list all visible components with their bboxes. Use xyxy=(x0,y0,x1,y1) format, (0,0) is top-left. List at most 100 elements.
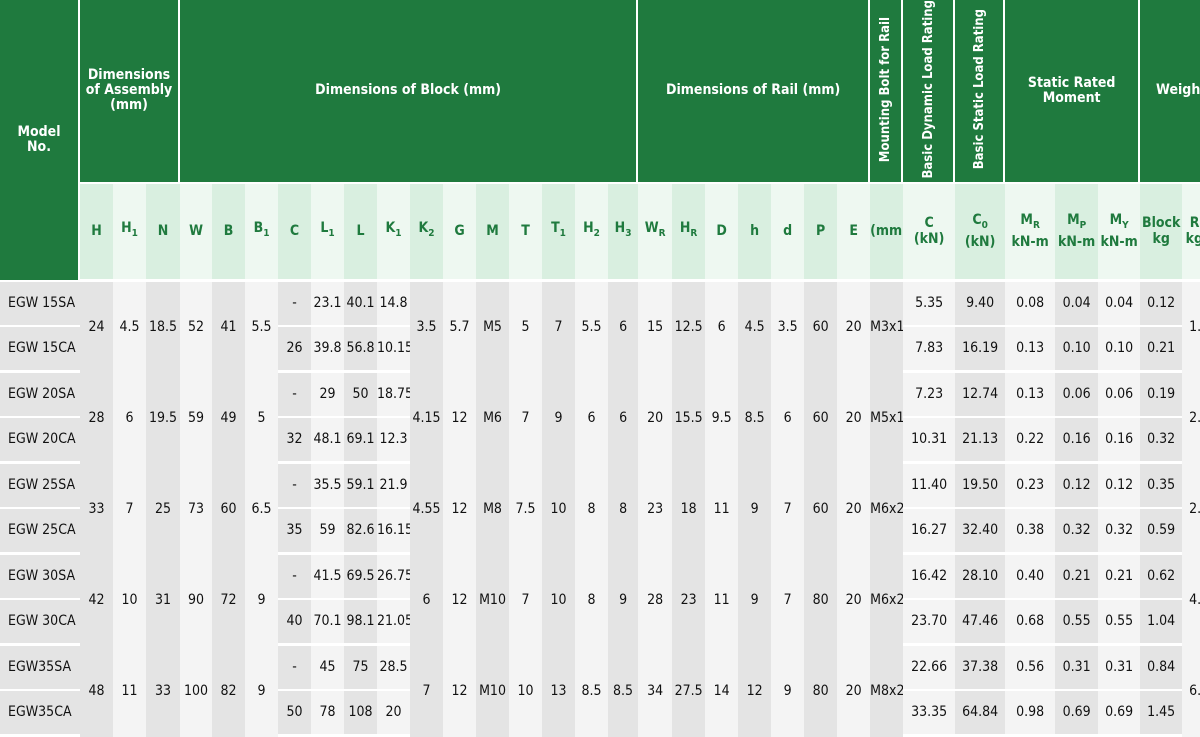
cell-c-kn: 22.66 xyxy=(903,645,956,691)
subheader-col-k1: K1 xyxy=(377,183,411,282)
cell-g: 12 xyxy=(443,372,477,464)
cell-c: - xyxy=(278,372,312,418)
cell-w: 100 xyxy=(180,645,213,737)
cell-l: 56.8 xyxy=(344,326,378,373)
subheader-col-h1: H1 xyxy=(113,183,146,282)
subheader-col-my: MY kN-m xyxy=(1098,183,1141,282)
cell-d-small: 6 xyxy=(771,372,805,464)
cell-c: 40 xyxy=(278,599,312,646)
cell-c: - xyxy=(278,645,312,691)
cell-m: M10 xyxy=(476,554,510,646)
cell-c-kn: 16.42 xyxy=(903,554,956,600)
cell-l1: 45 xyxy=(311,645,345,691)
subheader-col-t: T xyxy=(509,183,543,282)
cell-p: 60 xyxy=(804,463,838,555)
subheader-col-w: W xyxy=(180,183,213,282)
cell-b: 60 xyxy=(212,463,246,555)
cell-h3: 8 xyxy=(608,463,639,555)
cell-h3: 6 xyxy=(608,281,639,373)
cell-wr: 34 xyxy=(638,645,673,737)
cell-e: 20 xyxy=(837,372,871,464)
cell-h2: 8 xyxy=(575,554,609,646)
cell-mp: 0.04 xyxy=(1055,281,1099,327)
cell-k1: 16.15 xyxy=(377,508,411,555)
cell-t1: 10 xyxy=(542,463,576,555)
cell-h1: 4.5 xyxy=(113,281,146,373)
cell-h: 28 xyxy=(80,372,113,464)
cell-bolt: M3x16 xyxy=(870,281,904,373)
cell-bolt: M6x20 xyxy=(870,463,904,555)
cell-d-small: 7 xyxy=(771,554,805,646)
subheader-col-b: B xyxy=(212,183,246,282)
cell-l: 40.1 xyxy=(344,281,378,327)
cell-d-small: 7 xyxy=(771,463,805,555)
model-name: EGW 25CA xyxy=(0,508,80,555)
table-row: EGW 15CA 26 39.8 56.8 10.15 7.83 16.19 0.13 0.10… xyxy=(0,326,1200,373)
cell-mr: 0.40 xyxy=(1005,554,1056,600)
cell-k1: 12.3 xyxy=(377,417,411,464)
cell-c0-kn: 21.13 xyxy=(955,417,1006,464)
cell-h-small: 8.5 xyxy=(738,372,772,464)
subheader-col-wr: WR xyxy=(638,183,673,282)
header-dynamic-load: Basic Dynamic Load Rating xyxy=(903,0,956,184)
header-block: Dimensions of Block (mm) xyxy=(180,0,639,184)
model-name: EGW 20SA xyxy=(0,372,80,418)
model-name: EGW 15SA xyxy=(0,281,80,327)
cell-h1: 10 xyxy=(113,554,146,646)
cell-my: 0.69 xyxy=(1098,690,1141,737)
cell-t: 7 xyxy=(509,554,543,646)
subheader-col-d-small: d xyxy=(771,183,805,282)
cell-c-kn: 23.70 xyxy=(903,599,956,646)
subheader-col-n: N xyxy=(146,183,181,282)
subheader-col-bolt: (mm) xyxy=(870,183,904,282)
cell-c-kn: 33.35 xyxy=(903,690,956,737)
cell-m: M5 xyxy=(476,281,510,373)
cell-hr: 23 xyxy=(672,554,706,646)
cell-h: 24 xyxy=(80,281,113,373)
subheader-col-mr: MR kN-m xyxy=(1005,183,1056,282)
cell-h2: 5.5 xyxy=(575,281,609,373)
cell-k1: 21.05 xyxy=(377,599,411,646)
cell-l: 69.5 xyxy=(344,554,378,600)
subheader-col-m: M xyxy=(476,183,510,282)
subheader-col-l: L xyxy=(344,183,378,282)
cell-h-small: 9 xyxy=(738,463,772,555)
cell-my: 0.10 xyxy=(1098,326,1141,373)
cell-c: 50 xyxy=(278,690,312,737)
subheader-col-h-small: h xyxy=(738,183,772,282)
cell-k1: 20 xyxy=(377,690,411,737)
cell-c-kn: 16.27 xyxy=(903,508,956,555)
cell-c0-kn: 9.40 xyxy=(955,281,1006,327)
cell-k1: 28.5 xyxy=(377,645,411,691)
cell-h3: 6 xyxy=(608,372,639,464)
cell-block-kg: 0.21 xyxy=(1140,326,1183,373)
cell-b1: 9 xyxy=(245,645,279,737)
cell-h2: 6 xyxy=(575,372,609,464)
cell-k2: 4.55 xyxy=(410,463,444,555)
table-row: EGW 30SA 42 10 31 90 72 9-41.5 69.5 26.75 6 12 M10 7… xyxy=(0,554,1200,646)
cell-my: 0.16 xyxy=(1098,417,1141,464)
cell-mp: 0.06 xyxy=(1055,372,1099,418)
cell-mr: 0.08 xyxy=(1005,281,1056,327)
cell-k2: 6 xyxy=(410,554,444,646)
cell-rail-kgm: 2.08 xyxy=(1182,372,1200,464)
model-name: EGW 20CA xyxy=(0,417,80,464)
cell-hr: 18 xyxy=(672,463,706,555)
cell-c: 32 xyxy=(278,417,312,464)
cell-l: 98.1 xyxy=(344,599,378,646)
cell-d: 11 xyxy=(705,554,739,646)
subheader-col-mp: MP kN-m xyxy=(1055,183,1099,282)
cell-l: 50 xyxy=(344,372,378,418)
cell-c-kn: 7.23 xyxy=(903,372,956,418)
cell-mr: 0.13 xyxy=(1005,372,1056,418)
cell-my: 0.32 xyxy=(1098,508,1141,555)
cell-h2: 8 xyxy=(575,463,609,555)
cell-mr: 0.38 xyxy=(1005,508,1056,555)
cell-mp: 0.55 xyxy=(1055,599,1099,646)
cell-c-kn: 5.35 xyxy=(903,281,956,327)
cell-k1: 18.75 xyxy=(377,372,411,418)
cell-k2: 7 xyxy=(410,645,444,737)
subheader-col-h2: H2 xyxy=(575,183,609,282)
model-name: EGW35CA xyxy=(0,690,80,737)
cell-p: 60 xyxy=(804,281,838,373)
